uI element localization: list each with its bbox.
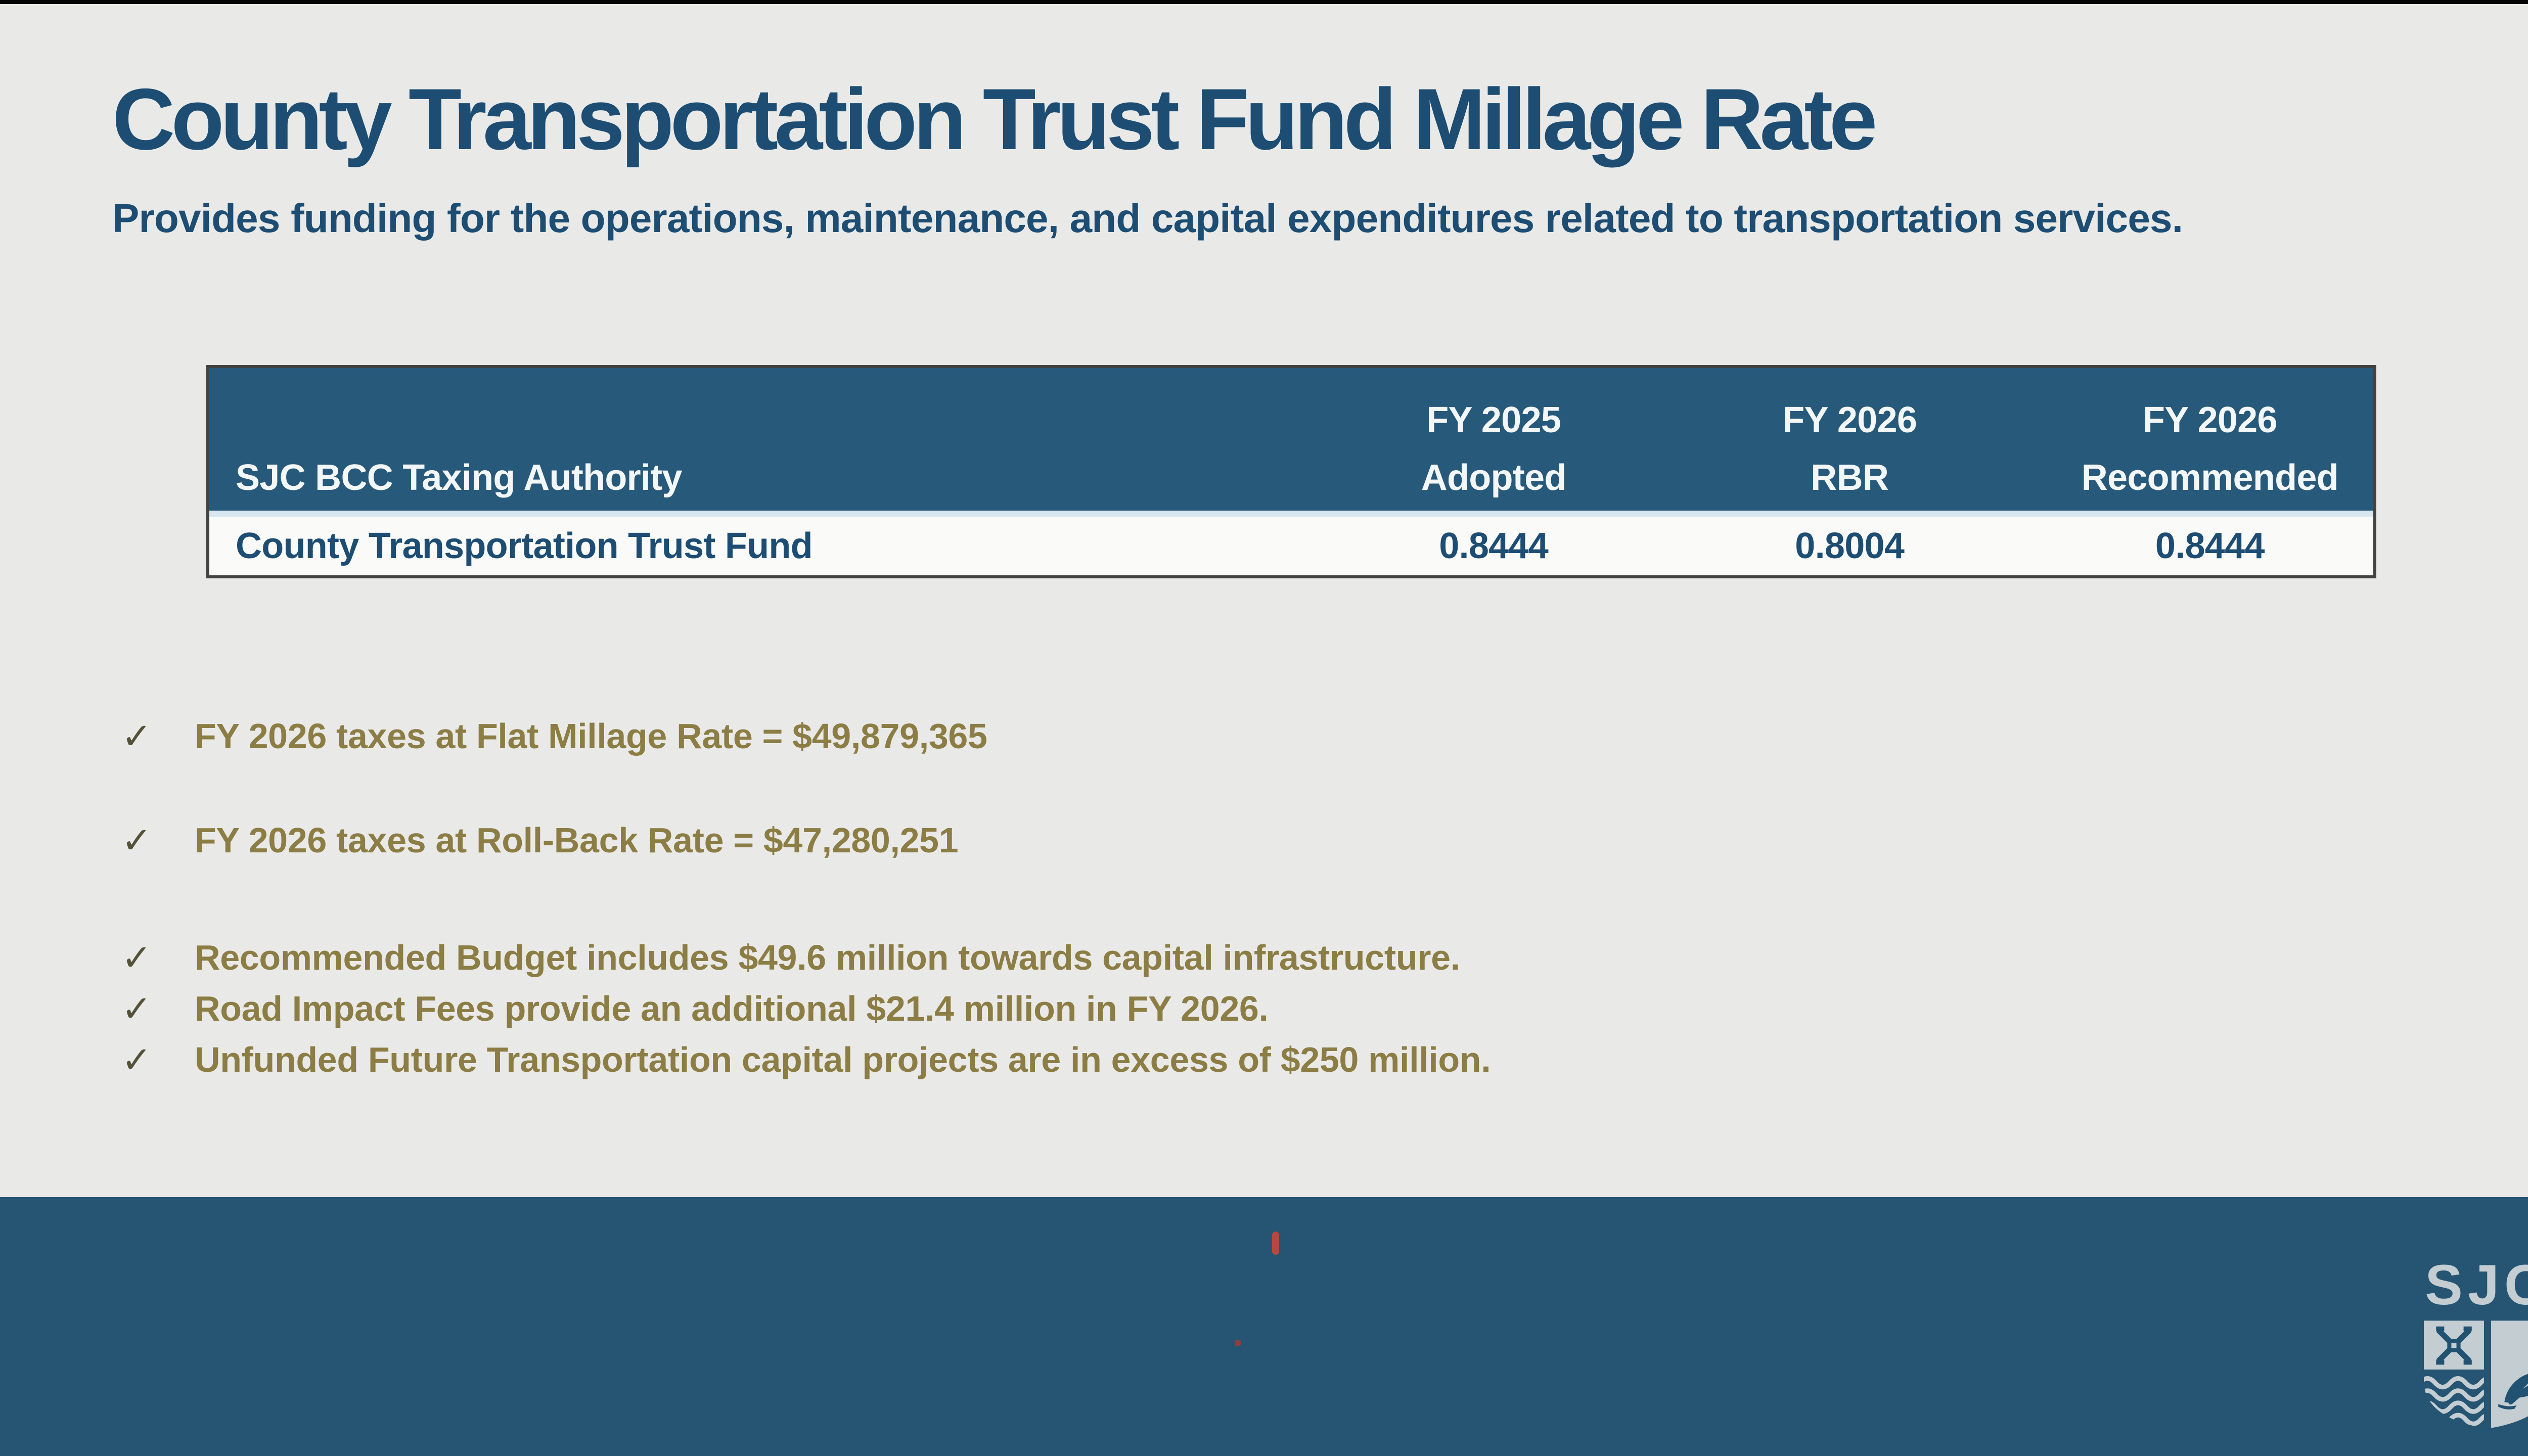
row-value-fy2026-rbr: 0.8004	[1795, 526, 1905, 566]
table-header-row: SJC BCC Taxing Authority FY 2025 Adopted…	[209, 368, 2373, 511]
sjc-shield-icon	[2424, 1321, 2528, 1429]
checkmark-icon: ✓	[121, 988, 152, 1029]
red-pointer-artifact	[1272, 1232, 1279, 1255]
slide-title: County Transportation Trust Fund Millage…	[112, 71, 1877, 168]
bullet-road-impact-fees: ✓ Road Impact Fees provide an additional…	[0, 984, 2326, 1032]
checkmark-icon: ✓	[121, 716, 152, 757]
checkmark-icon: ✓	[121, 1039, 152, 1080]
bullet-unfunded-projects: ✓ Unfunded Future Transportation capital…	[0, 1035, 2326, 1083]
column-header-fy2026-recommended: FY 2026 Recommended	[2081, 400, 2339, 498]
row-value-fy2026-recommended: 0.8444	[2155, 526, 2265, 566]
row-value-fy2025-adopted: 0.8444	[1439, 526, 1549, 566]
top-black-bar	[0, 0, 2528, 4]
row-label: County Transportation Trust Fund	[236, 526, 813, 566]
column-header-fy2026-rbr: FY 2026 RBR	[1782, 400, 1917, 498]
checkmark-icon: ✓	[121, 937, 152, 978]
checkmark-icon: ✓	[121, 820, 152, 861]
table-header-separator	[209, 511, 2373, 517]
sjc-logo: SJC	[2422, 1257, 2528, 1429]
bullet-rollback-taxes: ✓ FY 2026 taxes at Roll-Back Rate = $47,…	[0, 816, 2326, 864]
millage-rate-table: SJC BCC Taxing Authority FY 2025 Adopted…	[206, 365, 2376, 578]
slide-subtitle: Provides funding for the operations, mai…	[112, 196, 2183, 241]
column-header-fy2025-adopted: FY 2025 Adopted	[1421, 400, 1567, 498]
bullet-flat-millage-taxes: ✓ FY 2026 taxes at Flat Millage Rate = $…	[0, 712, 2326, 760]
footer-bar: SJC	[0, 1197, 2528, 1456]
bullet-capital-infrastructure: ✓ Recommended Budget includes $49.6 mill…	[0, 933, 2326, 981]
taxing-authority-label: SJC BCC Taxing Authority	[236, 458, 682, 498]
sjc-logo-text: SJC	[2425, 1253, 2528, 1316]
column-header-taxing-authority: SJC BCC Taxing Authority	[209, 368, 1335, 511]
table-row: County Transportation Trust Fund 0.8444 …	[209, 517, 2373, 575]
red-dot-artifact	[1235, 1340, 1241, 1346]
